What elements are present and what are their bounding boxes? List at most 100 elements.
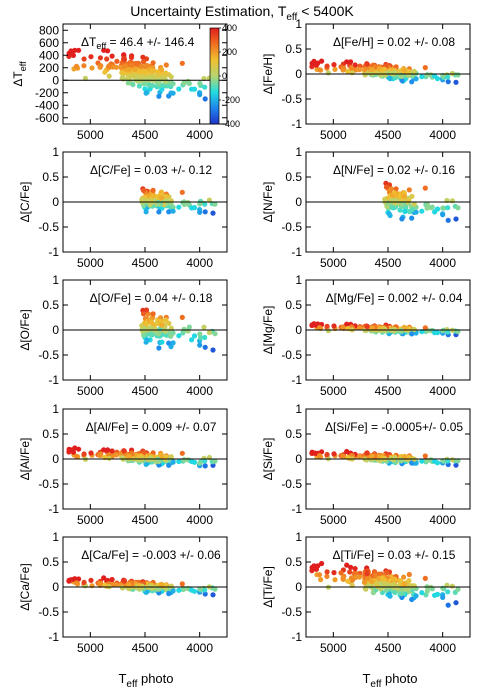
colorbar-tick-label: 200 <box>222 47 237 57</box>
data-point <box>449 457 455 463</box>
x-tick-label: 4000 <box>429 128 456 142</box>
data-point <box>73 453 80 459</box>
data-point <box>72 576 78 582</box>
data-point <box>106 73 112 79</box>
y-tick-label: -400 <box>35 98 59 112</box>
data-point <box>163 317 169 323</box>
y-tick-label: 0 <box>52 73 59 87</box>
panel-annotation: Δ[Si/Fe] = -0.0005+/- 0.05 <box>325 420 463 434</box>
data-point <box>406 578 412 584</box>
data-point <box>212 201 218 207</box>
data-point <box>422 575 428 582</box>
data-point <box>101 575 107 581</box>
data-point <box>345 578 351 584</box>
data-point <box>202 591 208 597</box>
data-point <box>170 459 176 465</box>
data-point <box>159 67 165 73</box>
data-point <box>81 56 87 62</box>
data-point <box>191 86 198 92</box>
data-point <box>156 93 162 99</box>
data-point <box>150 60 156 66</box>
data-point <box>382 196 388 202</box>
data-point <box>76 47 82 53</box>
data-point <box>143 209 149 215</box>
y-tick-label: -1 <box>291 630 302 644</box>
data-point <box>356 325 363 331</box>
panel-annotation: Δ[C/Fe] = 0.03 +/- 0.12 <box>90 163 212 177</box>
y-tick-label: -600 <box>35 111 59 125</box>
data-point <box>191 459 198 465</box>
x-tick-label: 4500 <box>375 128 402 142</box>
data-point <box>159 195 165 201</box>
data-point <box>181 457 187 463</box>
y-tick-label: 0.5 <box>285 170 302 184</box>
data-point <box>369 453 375 459</box>
data-point <box>163 193 169 200</box>
data-point <box>113 452 120 458</box>
data-point <box>344 321 350 327</box>
y-tick-label: -0.5 <box>38 477 59 491</box>
data-point <box>139 63 145 69</box>
data-point <box>206 329 212 336</box>
x-tick-label: 4500 <box>132 128 159 142</box>
colorbar: 400 200 0 -200 -400 <box>209 23 240 129</box>
x-tick-label: 4500 <box>132 384 159 398</box>
data-point <box>73 63 80 69</box>
y-tick-label: 1 <box>52 273 59 287</box>
panel-nfe: 5000 4500 4000 1 0.5 0 -0.5 -1 Δ[N/Fe] Δ[N/Fe] = … <box>261 145 471 270</box>
data-point <box>445 79 451 85</box>
data-point <box>73 580 80 586</box>
data-point <box>88 54 94 60</box>
data-point <box>191 588 198 594</box>
y-axis-label: Δ[Ti/Fe] <box>261 566 275 608</box>
data-point <box>156 201 162 207</box>
y-axis-label: Δ[O/Fe] <box>18 309 32 350</box>
data-point <box>144 89 150 95</box>
data-point <box>106 455 112 461</box>
data-point <box>402 193 408 199</box>
data-point <box>331 451 337 457</box>
data-point <box>197 342 203 348</box>
data-point <box>409 207 415 213</box>
data-point <box>197 460 203 466</box>
data-point <box>449 583 455 589</box>
data-point <box>139 74 145 80</box>
data-point <box>422 65 428 71</box>
data-point <box>170 204 176 210</box>
y-tick-label: -0.5 <box>281 477 302 491</box>
data-point <box>424 201 430 207</box>
data-point <box>81 63 87 69</box>
data-point <box>159 322 165 328</box>
data-point <box>387 76 393 82</box>
data-point <box>348 564 354 570</box>
x-tick-label: 4000 <box>186 641 213 655</box>
colorbar-tick-label: -200 <box>222 95 240 105</box>
x-tick-label: 4000 <box>429 384 456 398</box>
annotation-sub: eff <box>96 41 106 51</box>
data-point <box>170 340 176 346</box>
data-point <box>413 209 419 215</box>
data-point <box>318 577 324 583</box>
y-tick-label: 0 <box>52 580 59 594</box>
data-point <box>121 448 127 454</box>
data-point <box>445 205 451 211</box>
y-axis-label: Δ[Ca/Fe] <box>18 563 32 610</box>
data-point <box>170 330 176 336</box>
y-tick-label: 200 <box>39 61 59 75</box>
data-point <box>387 593 393 599</box>
x-tick-label: 4500 <box>132 256 159 270</box>
data-point <box>106 63 112 69</box>
data-point <box>176 86 182 92</box>
data-point <box>163 454 169 460</box>
data-point <box>324 573 330 580</box>
data-point <box>179 60 185 66</box>
data-point <box>402 581 408 587</box>
data-point <box>130 73 136 79</box>
data-point <box>364 61 370 67</box>
data-point <box>139 323 145 329</box>
data-points <box>309 321 461 338</box>
data-point <box>392 576 398 582</box>
y-axis-label: Δ[N/Fe] <box>261 182 275 223</box>
data-point <box>156 345 162 351</box>
data-point <box>81 579 87 586</box>
